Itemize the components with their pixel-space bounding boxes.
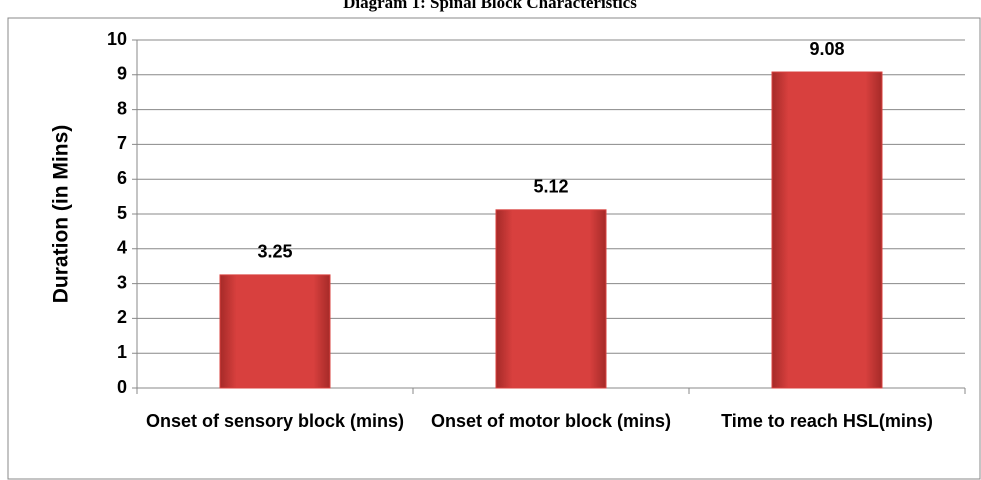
x-tick-label: Time to reach HSL(mins) bbox=[721, 411, 933, 431]
y-tick-label: 3 bbox=[117, 272, 127, 292]
bar bbox=[771, 71, 883, 389]
bar bbox=[219, 274, 331, 389]
chart-title: Diagram 1: Spinal Block Characteristics bbox=[343, 0, 637, 12]
y-tick-label: 9 bbox=[117, 64, 127, 84]
x-tick-label: Onset of sensory block (mins) bbox=[145, 411, 405, 431]
data-label: 5.12 bbox=[533, 177, 568, 197]
y-tick-label: 2 bbox=[117, 307, 127, 327]
y-tick-label: 6 bbox=[117, 168, 127, 188]
y-tick-label: 7 bbox=[117, 133, 127, 153]
y-tick-label: 4 bbox=[117, 238, 127, 258]
y-axis-label: Duration (in Mins) bbox=[50, 125, 73, 303]
y-tick-label: 5 bbox=[117, 203, 127, 223]
y-tick-label: 1 bbox=[117, 342, 127, 362]
data-label: 9.08 bbox=[809, 39, 844, 59]
y-tick-label: 8 bbox=[117, 98, 127, 118]
data-label: 3.25 bbox=[257, 242, 292, 262]
y-tick-label: 0 bbox=[117, 377, 127, 397]
bar bbox=[495, 209, 607, 389]
x-tick-label: Onset of motor block (mins) bbox=[430, 411, 671, 431]
y-tick-label: 10 bbox=[107, 29, 127, 49]
